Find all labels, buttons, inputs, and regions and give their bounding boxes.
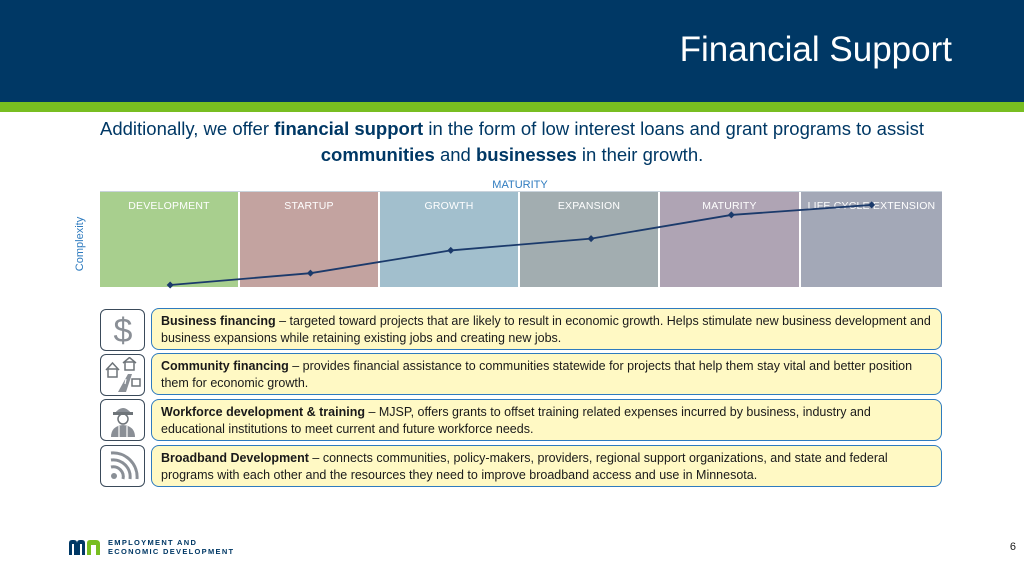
dollar-icon: $ xyxy=(100,309,145,351)
business-financing-box: Business financing – targeted toward pro… xyxy=(151,308,942,350)
worker-icon xyxy=(100,399,145,441)
stage-growth: GROWTH xyxy=(380,192,520,287)
stage-development: DEVELOPMENT xyxy=(100,192,240,287)
growth-curve xyxy=(166,201,876,289)
program-description: – provides financial assistance to commu… xyxy=(161,359,913,390)
workforce-development-box: Workforce development & training – MJSP,… xyxy=(151,399,942,441)
svg-text:$: $ xyxy=(113,312,132,348)
program-description: – connects communities, policy-makers, p… xyxy=(161,451,888,482)
stage-label: GROWTH xyxy=(424,200,474,212)
curve-point-5 xyxy=(727,211,735,219)
stage-expansion: EXPANSION xyxy=(520,192,660,287)
slide-title: Financial Support xyxy=(679,30,952,69)
curve-point-3 xyxy=(447,246,455,254)
stage-label: STARTUP xyxy=(284,200,334,212)
y-axis-label: Complexity xyxy=(74,216,86,272)
intro-part-3: and xyxy=(434,144,476,165)
curve-point-6 xyxy=(868,201,876,209)
stage-label: EXPANSION xyxy=(557,200,621,212)
page-number: 6 xyxy=(1009,541,1016,553)
program-name: Workforce development & training xyxy=(161,405,365,419)
program-name: Business financing xyxy=(161,314,276,328)
stage-label: DEVELOPMENT xyxy=(128,200,210,212)
logo-line-2: ECONOMIC DEVELOPMENT xyxy=(108,547,235,556)
broadband-development-box: Broadband Development – connects communi… xyxy=(151,445,942,487)
x-axis-label: MATURITY xyxy=(492,179,548,191)
community-icon xyxy=(100,354,145,396)
intro-part-4: in their growth. xyxy=(576,144,704,165)
intro-part-1: Additionally, we offer xyxy=(100,118,275,139)
logo-line-1: EMPLOYMENT AND xyxy=(108,538,198,547)
intro-bold-3: businesses xyxy=(476,144,577,165)
stage-maturity: MATURITY xyxy=(660,192,801,287)
program-description: – targeted toward projects that are like… xyxy=(161,314,931,345)
intro-bold-2: communities xyxy=(320,144,435,165)
curve-point-2 xyxy=(306,269,314,277)
deed-logo: EMPLOYMENT AND ECONOMIC DEVELOPMENT xyxy=(68,538,234,556)
intro-text: Additionally, we offer financial support… xyxy=(60,116,964,168)
header-bar xyxy=(0,0,1024,102)
mn-logo-icon xyxy=(69,540,100,555)
broadband-icon xyxy=(100,445,145,487)
program-description: – MJSP, offers grants to offset training… xyxy=(161,405,871,436)
intro-part-2: in the form of low interest loans and gr… xyxy=(423,118,924,139)
program-name: Community financing xyxy=(161,359,289,373)
curve-line xyxy=(170,204,872,286)
stage-label: MATURITY xyxy=(702,200,757,212)
program-name: Broadband Development xyxy=(161,451,309,465)
curve-point-4 xyxy=(587,235,595,243)
community-financing-box: Community financing – provides financial… xyxy=(151,353,942,395)
maturity-stages: DEVELOPMENT STARTUP GROWTH EXPANSION MAT… xyxy=(100,191,942,287)
intro-bold-1: financial support xyxy=(274,118,424,139)
header-stripe xyxy=(0,102,1024,112)
curve-point-1 xyxy=(166,281,174,289)
